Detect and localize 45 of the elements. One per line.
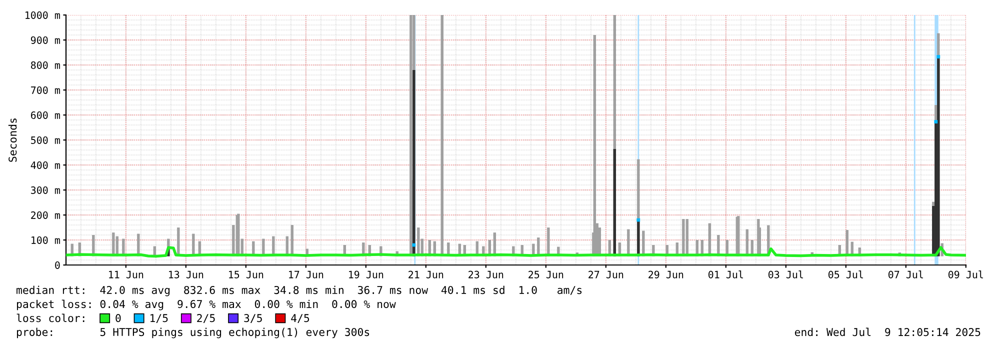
x-tick-label: 21 Jun — [408, 270, 444, 278]
x-tick-label: 11 Jun — [109, 270, 144, 278]
point — [934, 120, 938, 124]
y-tick-label: 800 m — [30, 61, 60, 69]
legend-label: 4/5 — [291, 314, 310, 323]
y-tick-label: 500 m — [31, 136, 60, 144]
x-tick-label: 07 Jul — [888, 270, 923, 278]
legend-label: 2/5 — [197, 314, 215, 323]
y-tick-label: 100 m — [32, 236, 60, 244]
text: end: Wed Jul 9 12:05:14 2025 — [794, 328, 980, 336]
bar — [613, 149, 616, 256]
legend-label: 0 — [116, 314, 121, 322]
text: probe: 5 HTTPS pings using echoping(1) every 300s — [16, 328, 370, 338]
x-tick-label: 17 Jun — [289, 270, 324, 278]
point — [936, 55, 940, 58]
x-tick-label: 09 Jul — [948, 270, 983, 278]
y-tick-label: 300 m — [31, 186, 60, 194]
legend-label: 3/5 — [244, 314, 262, 323]
x-tick-label: 03 Jul — [768, 270, 803, 278]
x-tick-label: 13 Jun — [169, 270, 204, 278]
y-tick-label: 1000 m — [26, 11, 60, 19]
legend-title: loss color: — [16, 314, 84, 322]
x-tick-label: 19 Jun — [349, 270, 384, 278]
line-series — [66, 246, 966, 258]
text: median rtt: 42.0 ms avg 832.6 ms max 34.8 ms min 36.7 ms now 40.1 ms sd 1.0 am/s — [16, 286, 582, 296]
x-tick-label: 27 Jun — [588, 270, 624, 278]
bar — [412, 70, 416, 256]
y-tick-label: 700 m — [31, 86, 60, 94]
y-tick-label: 0 — [55, 261, 60, 269]
y-tick-label: 900 m — [30, 36, 60, 44]
y-tick-label: 200 m — [31, 211, 60, 219]
text: packet loss: 0.04 % avg 9.67 % max 0.00 % min 0.00 % now — [16, 300, 396, 310]
x-tick-label: 05 Jul — [828, 270, 863, 278]
x-tick-label: 29 Jun — [648, 270, 684, 278]
x-tick-label: 01 Jul — [708, 270, 743, 278]
y-axis-title: Seconds — [8, 118, 17, 162]
legend-label: 1/5 — [150, 314, 168, 323]
point — [412, 243, 416, 247]
x-tick-label: 15 Jun — [229, 270, 264, 278]
x-tick-label: 23 Jun — [468, 270, 504, 278]
bar — [593, 35, 596, 256]
x-tick-label: 25 Jun — [528, 270, 564, 278]
y-tick-label: 400 m — [30, 161, 60, 169]
point — [636, 218, 640, 222]
y-tick-label: 600 m — [30, 111, 60, 119]
